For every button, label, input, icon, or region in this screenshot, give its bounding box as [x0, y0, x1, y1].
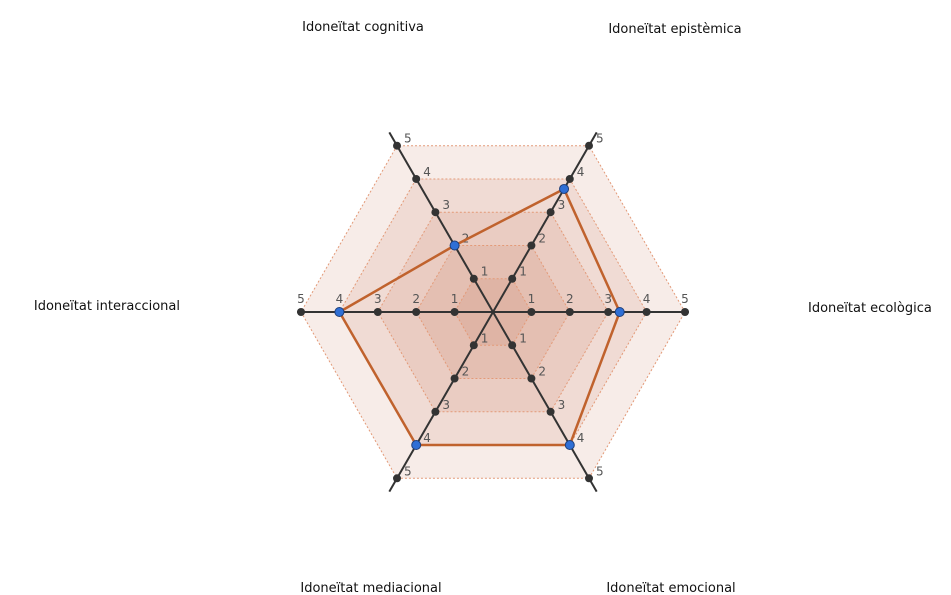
tick-point-idoneitat-cognitiva-5	[393, 141, 401, 150]
tick-label-idoneitat-cognitiva-1: 1	[481, 265, 489, 279]
tick-label-idoneitat-cognitiva-5: 5	[404, 132, 412, 146]
tick-label-idoneitat-epistemica-3: 3	[558, 198, 566, 212]
tick-point-idoneitat-mediacional-5	[393, 474, 401, 483]
tick-point-idoneitat-epistemica-4	[565, 174, 574, 183]
tick-label-idoneitat-mediacional-1: 1	[481, 331, 489, 345]
axis-label-idoneitat-interaccional: Idoneïtat interaccional	[34, 299, 180, 314]
axis-label-idoneitat-ecologica: Idoneïtat ecològica	[808, 301, 932, 316]
tick-label-idoneitat-ecologica-3: 3	[604, 292, 612, 306]
tick-label-idoneitat-emocional-5: 5	[596, 464, 604, 478]
tick-label-idoneitat-mediacional-5: 5	[404, 464, 412, 478]
tick-label-idoneitat-cognitiva-2: 2	[462, 231, 470, 245]
tick-label-idoneitat-emocional-3: 3	[558, 398, 566, 412]
tick-point-idoneitat-interaccional-1	[450, 308, 459, 316]
tick-point-idoneitat-epistemica-3	[546, 208, 555, 217]
tick-label-idoneitat-epistemica-5: 5	[596, 132, 604, 146]
axis-label-idoneitat-emocional: Idoneïtat emocional	[606, 581, 735, 595]
tick-point-idoneitat-interaccional-2	[412, 308, 421, 316]
axis-label-idoneitat-epistemica: Idoneïtat epistèmica	[608, 22, 741, 37]
tick-label-idoneitat-epistemica-2: 2	[538, 231, 546, 245]
tick-point-idoneitat-epistemica-2	[527, 241, 536, 250]
axis-label-idoneitat-mediacional: Idoneïtat mediacional	[300, 581, 441, 595]
tick-label-idoneitat-emocional-1: 1	[519, 331, 527, 345]
tick-point-idoneitat-cognitiva-1	[469, 274, 478, 283]
tick-label-idoneitat-mediacional-3: 3	[442, 398, 450, 412]
axis-label-idoneitat-cognitiva: Idoneïtat cognitiva	[302, 20, 424, 35]
tick-point-idoneitat-emocional-3	[546, 407, 555, 416]
tick-point-idoneitat-ecologica-5	[681, 308, 689, 316]
series-point-idoneitat-ecologica	[614, 307, 625, 317]
tick-point-idoneitat-emocional-1	[508, 341, 517, 350]
tick-label-idoneitat-ecologica-1: 1	[528, 292, 536, 306]
tick-point-idoneitat-interaccional-3	[373, 308, 382, 316]
tick-label-idoneitat-emocional-4: 4	[577, 431, 585, 445]
tick-point-idoneitat-cognitiva-4	[412, 174, 421, 183]
tick-point-idoneitat-ecologica-4	[642, 308, 651, 316]
tick-label-idoneitat-interaccional-2: 2	[412, 292, 420, 306]
tick-label-idoneitat-cognitiva-3: 3	[442, 198, 450, 212]
tick-label-idoneitat-epistemica-4: 4	[577, 165, 585, 179]
axis-labels: Idoneïtat ecològica Idoneïtat epistèmica I…	[34, 20, 932, 595]
series-point-idoneitat-epistemica	[559, 183, 570, 194]
series-layer	[334, 183, 625, 451]
tick-label-idoneitat-interaccional-3: 3	[374, 292, 382, 306]
tick-label-idoneitat-ecologica-4: 4	[643, 292, 651, 306]
tick-label-idoneitat-interaccional-4: 4	[336, 292, 344, 306]
tick-label-idoneitat-cognitiva-4: 4	[423, 165, 431, 179]
tick-point-idoneitat-ecologica-2	[565, 308, 574, 316]
series-point-idoneitat-cognitiva	[449, 240, 460, 251]
tick-label-idoneitat-ecologica-5: 5	[681, 292, 689, 306]
tick-point-idoneitat-ecologica-1	[527, 308, 536, 316]
tick-label-idoneitat-mediacional-4: 4	[423, 431, 431, 445]
tick-point-idoneitat-interaccional-5	[297, 308, 305, 316]
tick-point-idoneitat-epistemica-1	[508, 274, 517, 283]
tick-point-idoneitat-emocional-5	[585, 474, 593, 483]
series-point-idoneitat-emocional	[564, 440, 575, 451]
tick-point-idoneitat-emocional-2	[527, 374, 536, 383]
tick-point-idoneitat-cognitiva-3	[431, 208, 440, 217]
tick-point-idoneitat-mediacional-1	[469, 341, 478, 350]
tick-point-idoneitat-ecologica-3	[604, 308, 613, 316]
tick-label-idoneitat-ecologica-2: 2	[566, 292, 574, 306]
series-point-idoneitat-mediacional	[411, 440, 422, 451]
series-point-idoneitat-interaccional	[334, 307, 345, 317]
tick-point-idoneitat-epistemica-5	[585, 141, 593, 150]
tick-label-idoneitat-mediacional-2: 2	[462, 365, 470, 379]
tick-point-idoneitat-mediacional-2	[450, 374, 459, 383]
tick-label-idoneitat-epistemica-1: 1	[519, 265, 527, 279]
tick-label-idoneitat-emocional-2: 2	[538, 365, 546, 379]
tick-label-idoneitat-interaccional-1: 1	[451, 292, 459, 306]
tick-label-idoneitat-interaccional-5: 5	[297, 292, 305, 306]
tick-point-idoneitat-mediacional-3	[431, 407, 440, 416]
